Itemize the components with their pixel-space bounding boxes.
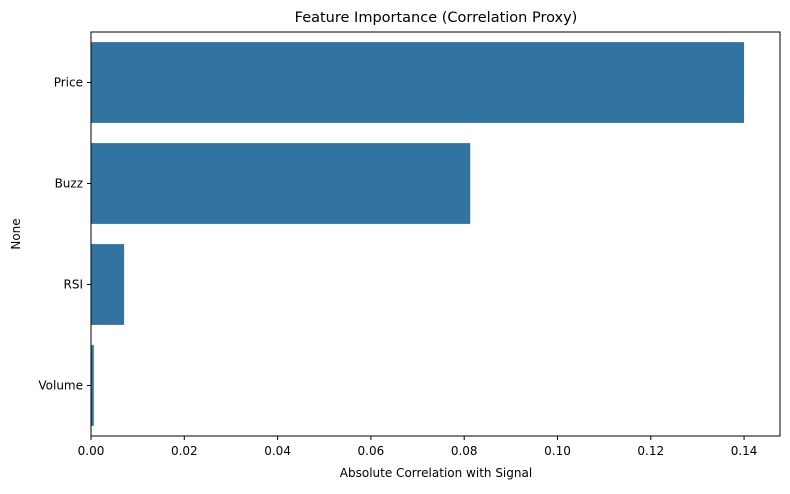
x-tick-label: 0.02 <box>171 444 198 458</box>
x-tick-label: 0.04 <box>264 444 291 458</box>
y-axis-label: None <box>9 218 23 249</box>
bar-price <box>91 42 745 123</box>
bar-rsi <box>91 244 125 325</box>
y-axis: Price Buzz RSI Volume <box>38 76 91 393</box>
x-tick-label: 0.10 <box>544 444 571 458</box>
y-tick-label: Buzz <box>55 177 83 191</box>
bars-group <box>91 42 745 426</box>
x-axis: 0.00 0.02 0.04 0.06 0.08 0.10 0.12 0.14 <box>78 436 758 458</box>
y-tick-label: Price <box>54 76 83 90</box>
x-tick-label: 0.12 <box>637 444 664 458</box>
bar-volume <box>91 345 94 426</box>
plot-frame <box>90 31 781 437</box>
y-tick-label: Volume <box>38 379 83 393</box>
x-tick-label: 0.14 <box>731 444 758 458</box>
x-axis-label: Absolute Correlation with Signal <box>340 466 532 480</box>
chart-title: Feature Importance (Correlation Proxy) <box>295 10 578 26</box>
bar-buzz <box>91 143 471 224</box>
x-tick-label: 0.00 <box>78 444 105 458</box>
y-tick-label: RSI <box>64 278 84 292</box>
x-tick-label: 0.08 <box>451 444 478 458</box>
x-tick-label: 0.06 <box>358 444 385 458</box>
